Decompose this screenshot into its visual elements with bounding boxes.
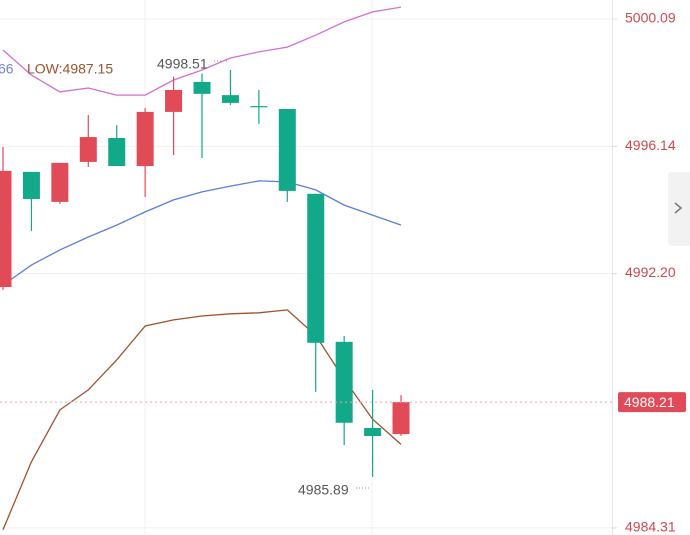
candle-body <box>51 162 69 202</box>
annotation: LOW:4987.15 <box>27 61 113 77</box>
y-tick-label: 4992.20 <box>625 264 676 280</box>
candle-body <box>108 138 126 167</box>
annotation: 66 <box>0 61 14 77</box>
indicator-line <box>2 309 402 531</box>
candle-body <box>165 89 183 112</box>
candle-body <box>278 108 296 191</box>
last-price-label: 4988.21 <box>624 394 675 410</box>
y-tick-label: 4996.14 <box>625 137 676 153</box>
plot <box>0 6 612 531</box>
candle-body <box>307 193 325 343</box>
candle-body <box>136 111 154 167</box>
candle-body <box>392 402 410 435</box>
low-label: 4985.89 <box>298 482 349 498</box>
candle-body <box>335 341 353 423</box>
candle-body <box>250 106 268 108</box>
candle-body <box>221 95 239 103</box>
indicator-line <box>2 6 402 96</box>
y-tick-label: 4984.31 <box>625 519 676 535</box>
last-price-box <box>618 392 686 413</box>
tab-arrow <box>674 202 683 214</box>
high-label: 4998.51 <box>157 56 208 72</box>
candle-body <box>364 427 382 436</box>
y-tick-label: 5000.09 <box>625 10 676 26</box>
candle-body <box>0 170 12 288</box>
candle-body <box>22 171 40 199</box>
candle-body <box>193 81 211 94</box>
candle-body <box>79 137 97 162</box>
indicator-line <box>2 180 402 286</box>
